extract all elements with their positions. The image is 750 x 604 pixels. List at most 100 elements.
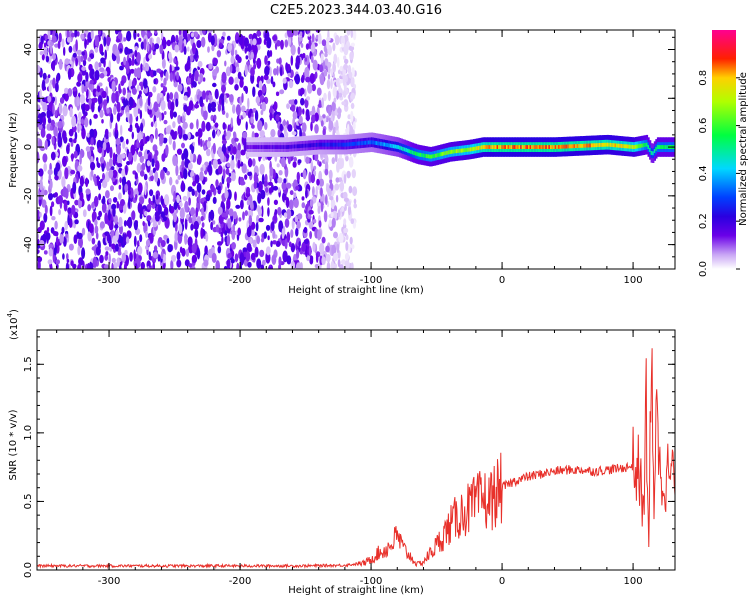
spectrogram-cell	[90, 161, 96, 171]
spectrogram-cell	[184, 63, 190, 72]
spectrogram-cell	[41, 53, 45, 61]
spectrogram-cell	[98, 62, 102, 68]
spectrogram-cell	[344, 252, 350, 261]
spectrogram-cell	[306, 143, 309, 148]
spectrogram-cell	[154, 121, 158, 128]
spectrogram-cell	[231, 242, 237, 250]
spectrogram-cell	[416, 152, 419, 157]
spectrogram-cell	[134, 50, 138, 58]
spectrogram-cell	[303, 239, 309, 245]
spectrogram-cell	[330, 68, 334, 76]
spectrogram-cell	[259, 249, 265, 258]
spectrogram-cell	[262, 156, 266, 161]
spectrogram-cell	[236, 149, 241, 160]
spectrogram-cell	[299, 127, 302, 140]
spectrogram-cell	[289, 190, 294, 196]
spectrogram-cell	[181, 160, 185, 168]
spectrogram-cell	[286, 103, 290, 109]
spectrogram-cell	[328, 106, 332, 117]
spectrogram-cell	[55, 82, 59, 93]
spectrogram-cell	[241, 163, 247, 174]
spectrogram-cell	[145, 63, 150, 72]
spectrogram-cell	[192, 180, 197, 187]
spectrogram-cell	[97, 216, 101, 221]
snr-x-label: Height of straight line (km)	[288, 585, 424, 596]
spectrogram-cell	[351, 169, 356, 179]
spectrogram-cell	[389, 143, 392, 148]
spectrogram-cell	[52, 61, 55, 72]
spectrogram-cell	[284, 145, 287, 149]
spectrogram-cell	[269, 166, 274, 177]
spectrogram-cell	[328, 169, 333, 180]
spectrogram-cell	[49, 179, 53, 190]
spectrogram-cell	[308, 221, 314, 230]
spectrogram-cell	[212, 82, 217, 88]
spectrogram-cell	[370, 140, 373, 145]
spectrogram-cell	[205, 121, 211, 132]
spectrogram-cell	[165, 144, 169, 156]
spectrogram-cell	[166, 39, 172, 47]
spectrogram-cell	[212, 142, 216, 155]
spectrogram-cell	[226, 35, 231, 41]
spectrogram-cell	[424, 153, 427, 158]
snr-y-multiplier: (x104)	[6, 309, 20, 340]
spectrogram-cell	[258, 217, 264, 223]
spectrogram-cell	[197, 135, 201, 146]
spectrogram-cell	[304, 57, 308, 62]
spectrogram-cell	[215, 179, 219, 188]
spectrogram-cell	[225, 168, 230, 175]
spectrogram-cell	[39, 179, 43, 191]
spectrogram-cell	[495, 145, 498, 149]
spectrogram-cell	[606, 142, 609, 147]
spectrogram-cell	[273, 199, 278, 205]
spectrogram-cell	[134, 46, 138, 51]
spectrogram-cell	[242, 211, 245, 221]
spectrogram-cell	[292, 111, 298, 120]
spectrogram-cell	[184, 217, 188, 230]
spectrogram-cell	[301, 196, 305, 201]
spectrogram-cell	[86, 262, 90, 269]
spectrogram-cell	[156, 36, 161, 45]
spectrogram-cell	[452, 149, 455, 154]
spectrogram-cell	[116, 101, 121, 113]
spectrogram-cell	[306, 30, 311, 34]
spectrogram-cell	[85, 177, 89, 188]
spectrogram-cell	[274, 145, 278, 149]
spectrogram-cell	[355, 141, 358, 146]
spectrogram-cell	[493, 145, 496, 149]
spectrogram-cell	[330, 78, 333, 90]
snr-panel: -300 -200 -100 0 100 0.0 0.5 1.0 1.5 Height of …	[6, 309, 676, 596]
spectrogram-cell	[78, 57, 81, 66]
spectrogram-cell	[253, 172, 258, 184]
spectrogram-cell	[623, 144, 627, 149]
spectrogram-cell	[52, 53, 56, 61]
spectrogram-cell	[235, 204, 241, 209]
spectrogram-cell	[47, 74, 51, 79]
spectrogram-cell	[177, 125, 182, 136]
spectrogram-cell	[270, 221, 275, 232]
snr-y-tick-label: 1.0	[23, 425, 34, 441]
spectrogram-cell	[331, 101, 336, 112]
spectrogram-cell	[466, 147, 469, 152]
spectrogram-cell	[170, 101, 175, 112]
spectrogram-cell	[163, 111, 167, 115]
spectrogram-cell	[68, 45, 73, 53]
spectrogram-cell	[388, 143, 391, 148]
spectrogram-cell	[105, 141, 111, 154]
spectrogram-cell	[77, 245, 81, 256]
spectrogram-cell	[340, 142, 344, 147]
spectrogram-cell	[62, 130, 67, 142]
spectrogram-cell	[293, 144, 296, 149]
spectrogram-cell	[535, 145, 539, 149]
spectrogram-cell	[61, 226, 65, 234]
spectrogram-cell	[123, 56, 127, 66]
spectrogram-cell	[239, 254, 245, 266]
spectrogram-cell	[157, 204, 162, 215]
spectrogram-cell	[196, 94, 200, 100]
spectrogram-cell	[620, 144, 623, 148]
spectrogram-cell	[140, 41, 145, 50]
spectrogram-cell	[165, 71, 169, 81]
spectrogram-cell	[353, 203, 358, 209]
spectrogram-cell	[309, 73, 315, 84]
